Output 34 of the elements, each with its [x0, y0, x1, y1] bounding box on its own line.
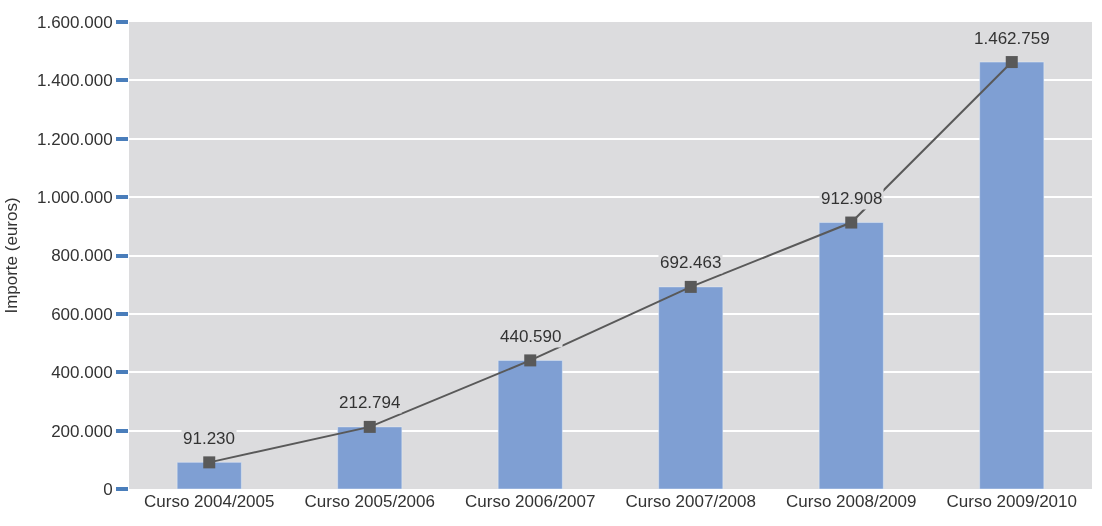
data-label: 912.908	[821, 189, 883, 208]
y-tick-label: 800.000	[51, 246, 113, 266]
y-tick-label: 400.000	[51, 363, 113, 383]
bar	[979, 61, 1045, 489]
bar	[658, 286, 724, 489]
bar	[497, 360, 563, 489]
data-label: 212.794	[339, 393, 401, 412]
data-label: 91.230	[183, 429, 235, 448]
point	[203, 456, 216, 469]
y-tick-label: 200.000	[51, 421, 113, 441]
bar	[337, 426, 403, 489]
point	[684, 280, 697, 293]
x-tick-label: Curso 2008/2009	[786, 492, 917, 511]
y-axis-title: Importe (euros)	[1, 197, 21, 314]
y-tick-label: 1.400.000	[36, 71, 113, 91]
data-label: 692.463	[660, 253, 722, 272]
point	[1005, 56, 1018, 69]
point	[524, 354, 537, 367]
y-tick-label: 600.000	[51, 304, 113, 324]
y-tick-label: 1.000.000	[36, 188, 113, 208]
y-tick-label: 1.600.000	[36, 12, 113, 32]
y-tick-label: 0	[103, 479, 113, 499]
x-tick-label: Curso 2007/2008	[625, 492, 756, 511]
bar	[818, 222, 884, 489]
x-tick-label: Curso 2004/2005	[144, 492, 275, 511]
bar	[176, 462, 242, 489]
x-tick-label: Curso 2005/2006	[304, 492, 435, 511]
point	[845, 216, 858, 229]
data-label: 440.590	[500, 327, 562, 346]
point	[363, 420, 376, 433]
data-label: 1.462.759	[974, 29, 1050, 48]
x-tick-label: Curso 2006/2007	[465, 492, 596, 511]
x-tick-label: Curso 2009/2010	[946, 492, 1077, 511]
y-tick-label: 1.200.000	[36, 129, 113, 149]
